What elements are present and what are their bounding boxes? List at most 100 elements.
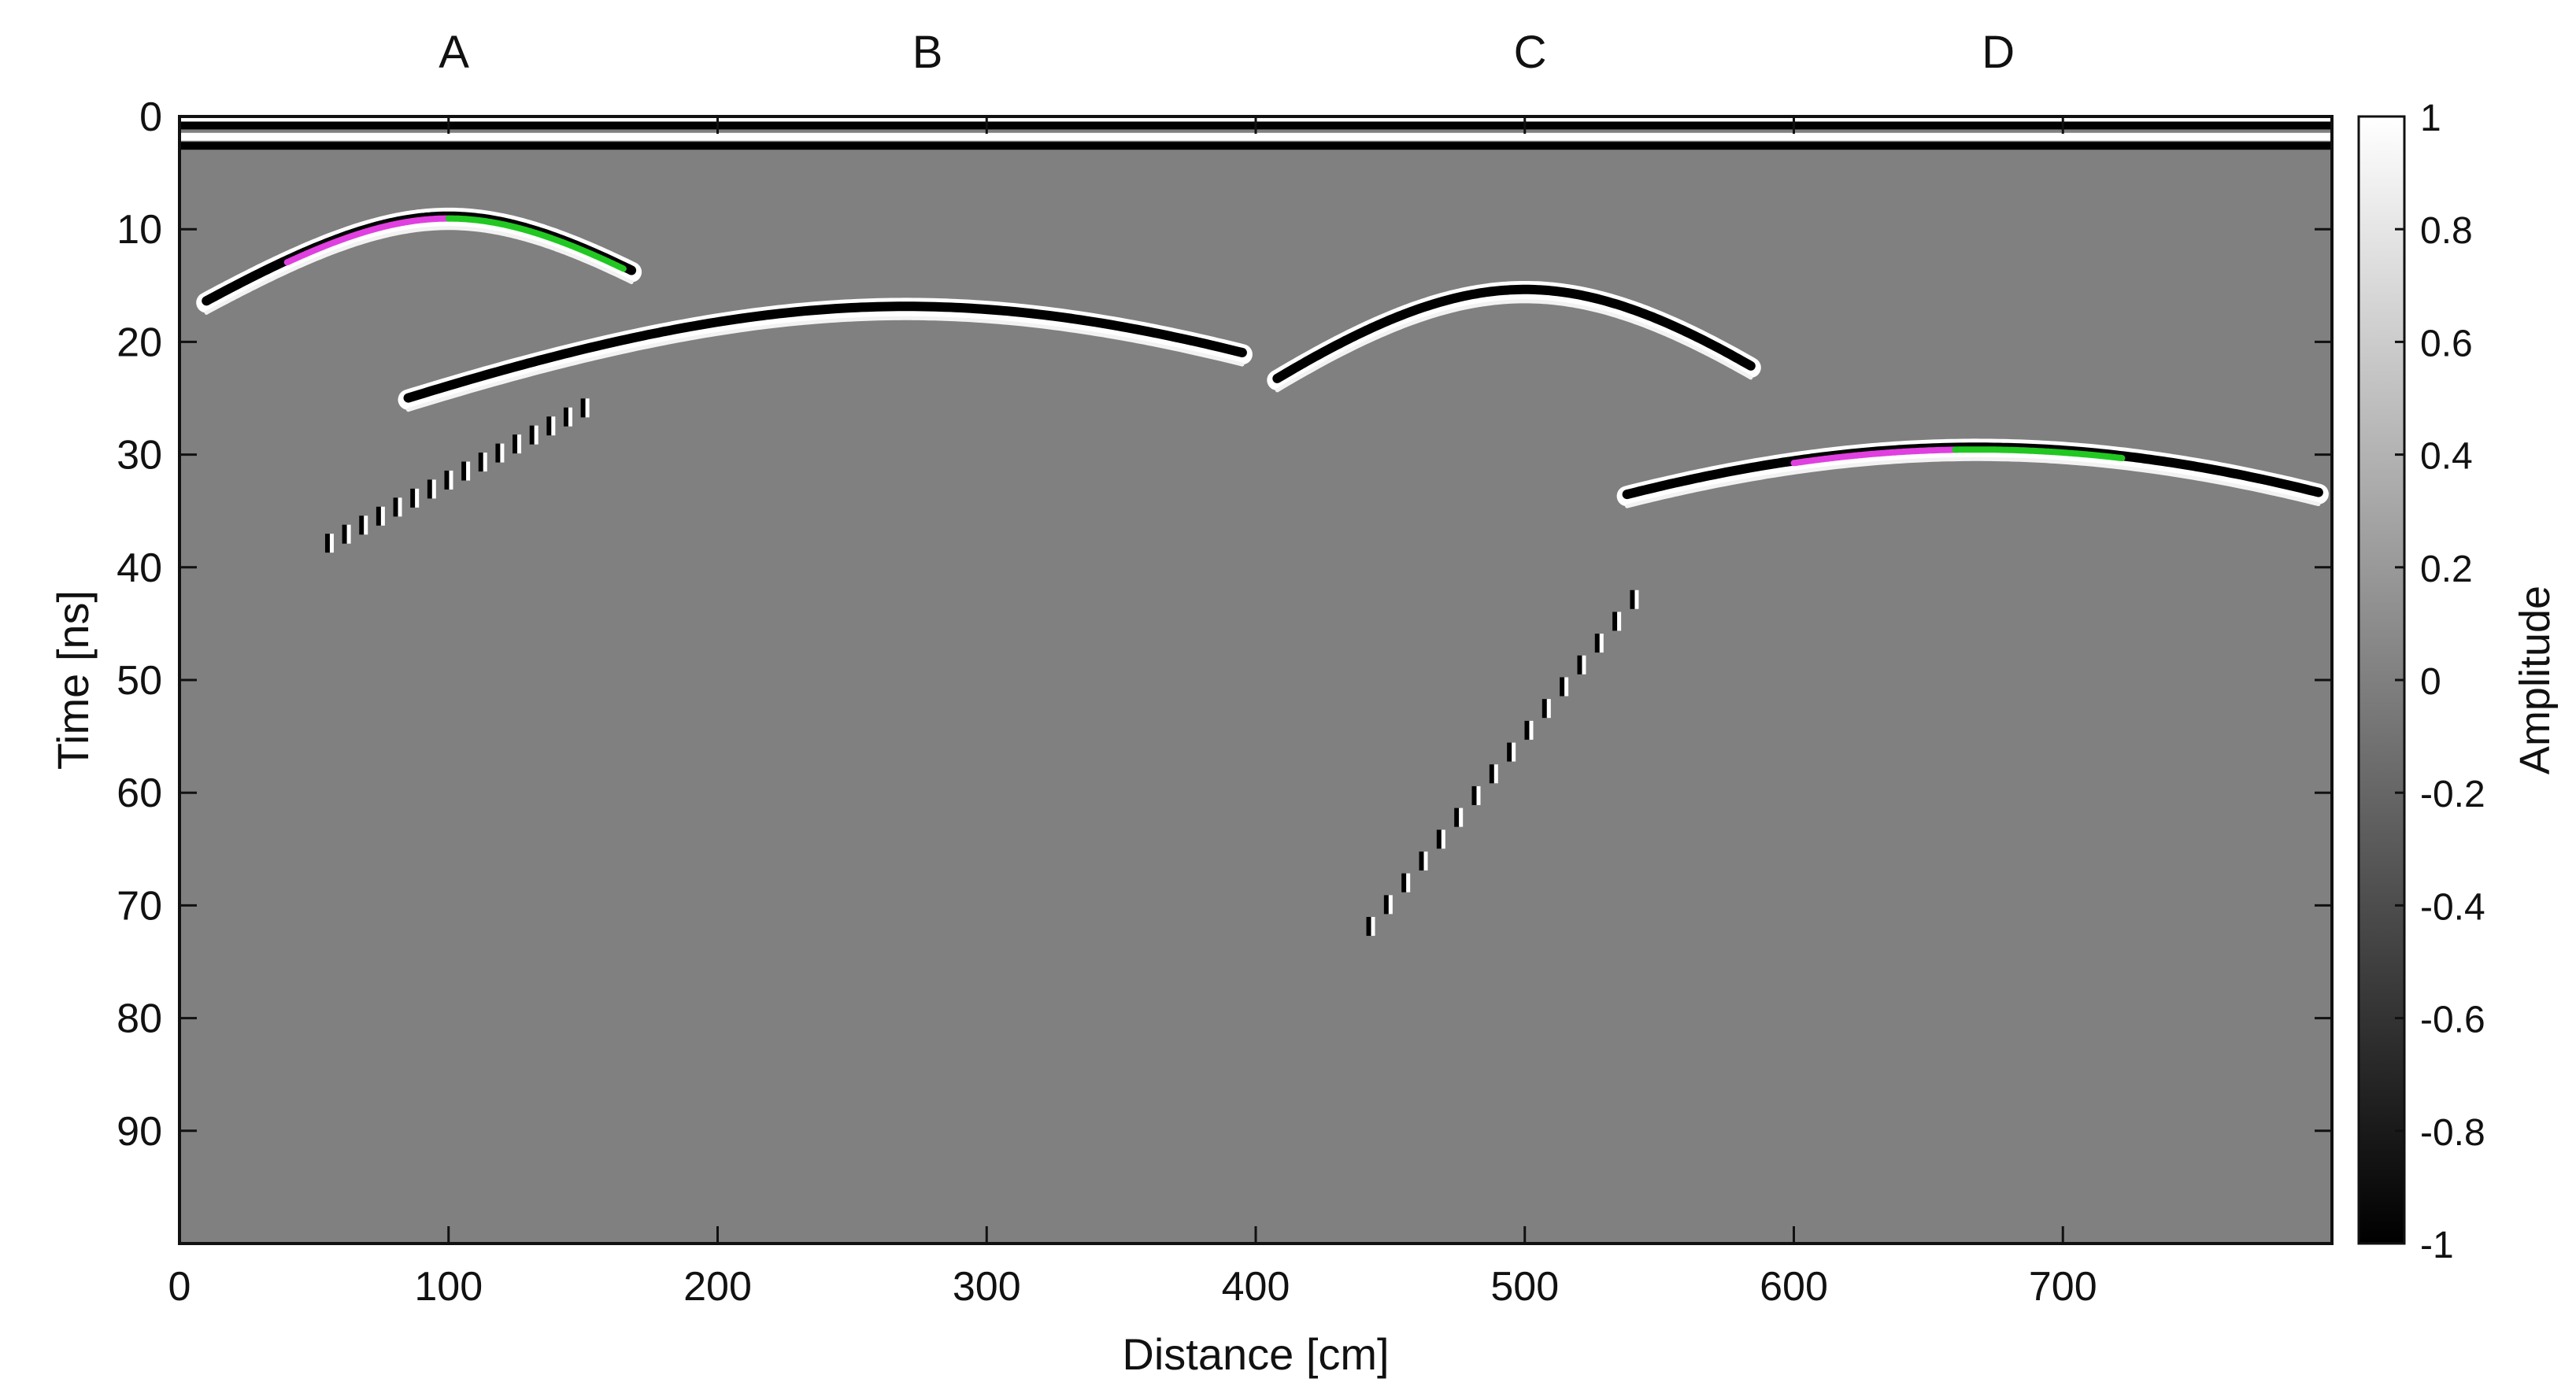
segment-label-A: A: [439, 27, 469, 78]
tail-dash: [1524, 720, 1530, 740]
tail-dash: [359, 516, 365, 535]
tail-dash-light: [1388, 895, 1393, 915]
tail-dash-light: [1423, 851, 1428, 870]
tail-dash: [495, 443, 501, 463]
tail-dash-light: [534, 425, 539, 445]
tail-dash-light: [380, 506, 385, 526]
x-axis-label: Distance [cm]: [1122, 1329, 1389, 1379]
tail-dash: [513, 434, 518, 454]
colorbar-tick-label: 0.2: [2420, 549, 2473, 590]
plot-area: [178, 115, 2334, 1245]
tail-dash: [393, 497, 398, 517]
tail-dash: [342, 524, 347, 544]
tail-dash: [1436, 830, 1442, 849]
tail-dash-light: [1441, 830, 1445, 849]
fit-D-left: [1790, 446, 1959, 467]
tail-dash: [1383, 895, 1389, 915]
direct-wave-band: [180, 132, 2332, 141]
tail-dash: [1612, 612, 1618, 631]
fit-A-right: [445, 215, 627, 272]
colorbar-tick-label: 0.6: [2420, 323, 2473, 364]
tail-dash-light: [1476, 785, 1481, 805]
x-tick-label: 500: [1490, 1264, 1559, 1310]
x-tick-label: 600: [1760, 1264, 1828, 1310]
reflection-core: [1272, 284, 1756, 383]
tail-dash: [1577, 655, 1582, 674]
colorbar-label: Amplitude: [2511, 586, 2559, 774]
x-tick-label: 300: [953, 1264, 1021, 1310]
reflection-C: [1267, 281, 1761, 393]
tail-dash-light: [551, 416, 556, 436]
tail-dash: [546, 416, 552, 436]
colorbar-tick-label: 0.4: [2420, 436, 2473, 478]
reflection-core: [403, 301, 1247, 403]
segment-label-B: B: [912, 27, 943, 78]
colorbar: 1 0.8 0.6 0.4 0.2 0 -0.2 -0.4 -0.6 -0.8 -1: [2357, 98, 2485, 1266]
tail-dash: [1419, 851, 1424, 870]
colorbar-tick-label: -0.6: [2420, 1000, 2485, 1041]
colorbar-tick-label: -0.4: [2420, 886, 2485, 928]
tail-dash-light: [364, 516, 368, 535]
y-tick-label: 20: [117, 320, 162, 365]
y-tick-label: 70: [117, 883, 162, 929]
tail-dash: [461, 461, 467, 481]
tail-dash-light: [1406, 873, 1411, 893]
tail-dash: [324, 534, 330, 553]
tail-dash: [478, 453, 483, 472]
reflection-B: [398, 298, 1253, 412]
tail-dash-light: [1459, 808, 1464, 827]
tail-dash: [376, 506, 381, 526]
x-tick-label: 0: [168, 1264, 191, 1310]
tail-dash: [1401, 873, 1407, 893]
tail-dash-light: [398, 497, 402, 517]
tail-dash-light: [431, 479, 436, 499]
tail-dash-light: [1512, 742, 1516, 762]
tail-dash-light: [415, 488, 420, 508]
tail-dash-light: [466, 461, 471, 481]
segment-label-C: C: [1514, 27, 1547, 78]
tail-dash-light: [1617, 612, 1622, 631]
x-tick-label: 200: [683, 1264, 752, 1310]
y-tick-label: 60: [117, 771, 162, 816]
tail-dash-light: [449, 470, 453, 490]
colorbar-tick-label: -0.8: [2420, 1112, 2485, 1154]
segment-label-D: D: [1982, 27, 2015, 78]
direct-wave-band: [180, 142, 2332, 150]
tail-dash: [410, 488, 416, 508]
y-tick-label: 80: [117, 996, 162, 1042]
colorbar-tick-label: -0.2: [2420, 774, 2485, 815]
fit-A-left: [283, 215, 452, 266]
tail-dash: [1489, 764, 1494, 784]
segment-labels: A B C D: [439, 27, 2015, 78]
tail-D-tail: [1366, 589, 1639, 937]
tail-dash-light: [329, 534, 334, 553]
tail-dash-light: [568, 407, 572, 427]
tail-dash-light: [1582, 655, 1586, 674]
colorbar-tick-label: 1: [2420, 98, 2441, 139]
tail-dash: [563, 407, 568, 427]
y-tick-label: 50: [117, 658, 162, 704]
reflection-fringe: [1275, 299, 1753, 393]
tail-dash-light: [1564, 677, 1569, 697]
fit-D-right: [1952, 446, 2126, 462]
tail-dash: [1471, 785, 1477, 805]
tail-dash: [1507, 742, 1512, 762]
tail-dash-light: [1599, 634, 1604, 653]
tail-dash-light: [1371, 917, 1375, 937]
tail-B-tail: [324, 398, 590, 553]
colorbar-tick-label: -1: [2420, 1225, 2454, 1266]
x-tick-label: 700: [2029, 1264, 2097, 1310]
y-tick-label: 0: [139, 94, 162, 140]
tail-dash: [580, 398, 586, 418]
tail-dash-light: [346, 524, 351, 544]
x-axis: 0 100 200 300 400 500 600 700: [168, 116, 2097, 1310]
tail-dash: [529, 425, 535, 445]
y-axis: 0 10 20 30 40 50 60 70 80 90: [117, 94, 2332, 1155]
colorbar-tick-label: 0: [2420, 661, 2441, 703]
y-tick-label: 40: [117, 545, 162, 591]
tail-dash: [1630, 589, 1635, 609]
tail-dash: [427, 479, 432, 499]
tail-dash: [1594, 634, 1600, 653]
tail-dash-light: [483, 453, 487, 472]
